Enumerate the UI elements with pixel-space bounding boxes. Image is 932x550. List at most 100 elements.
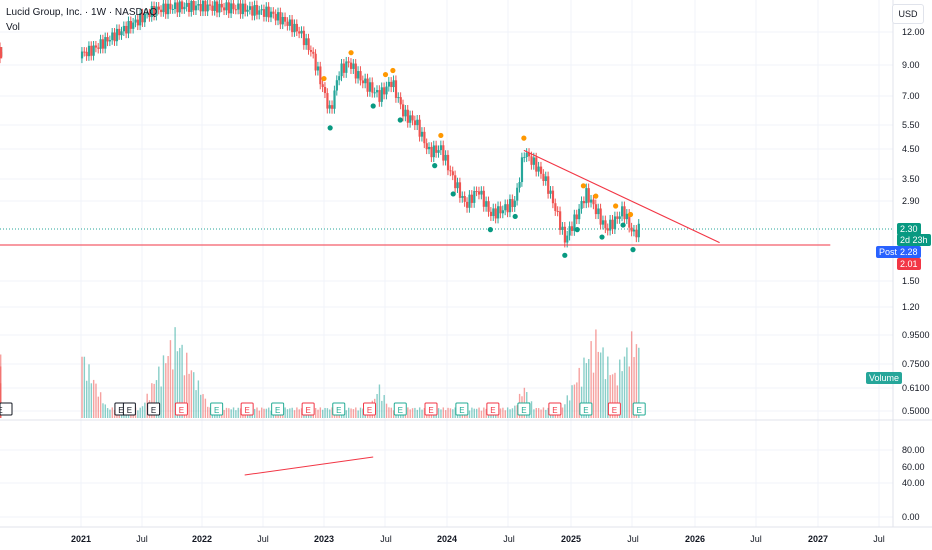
candle-body: [300, 30, 303, 34]
price-axis-tick: 2.90: [902, 196, 920, 206]
signal-dot-orange: [580, 183, 587, 189]
volume-bar: [258, 410, 261, 418]
earnings-marker: [548, 402, 562, 416]
candle-body: [316, 66, 320, 71]
signal-dot-green: [397, 117, 403, 123]
volume-bar: [153, 383, 155, 418]
candle-body: [305, 38, 308, 46]
candle-body: [0, 47, 3, 59]
volume-bar: [561, 407, 564, 418]
symbol-title[interactable]: Lucid Group, Inc. · 1W · NASDAQ: [6, 7, 158, 18]
candle-body: [473, 191, 476, 203]
earnings-marker-label: E: [583, 406, 588, 415]
volume-bar: [444, 410, 447, 418]
candle-body: [444, 154, 447, 161]
candle-body: [208, 4, 212, 6]
candle-body: [618, 216, 621, 219]
candle-body: [85, 51, 88, 57]
lower-axis-tick: 40.00: [902, 478, 925, 488]
candle-body: [136, 19, 139, 26]
volume-bar: [628, 366, 630, 418]
volume-bar: [597, 351, 599, 418]
candle-body: [418, 119, 421, 137]
candle-body: [566, 235, 569, 243]
candle-body: [239, 3, 242, 15]
signal-dot-green: [327, 125, 333, 131]
candle-body: [90, 45, 93, 56]
volume-legend[interactable]: Vol: [6, 22, 20, 33]
volume-bar: [547, 407, 549, 418]
candle-body: [113, 32, 116, 42]
earnings-marker: [363, 402, 377, 416]
volume-bar: [440, 409, 442, 418]
candle-body: [420, 131, 424, 137]
candle-body: [357, 71, 360, 79]
volume-bar: [611, 374, 614, 418]
volume-bar: [471, 407, 473, 418]
volume-bar: [502, 407, 504, 418]
candle-body: [511, 199, 514, 207]
candle-body: [590, 199, 593, 203]
signal-dot-orange: [593, 193, 599, 199]
volume-bar: [614, 372, 616, 418]
candle-body: [461, 196, 464, 198]
volume-bar: [293, 410, 296, 418]
candle-body: [323, 86, 327, 94]
volume-bar: [480, 410, 483, 418]
candle-body: [606, 228, 609, 231]
resistance-trendline: [523, 149, 720, 244]
volume-bar: [85, 380, 88, 418]
volume-bar: [599, 352, 602, 418]
volume-bar: [239, 408, 242, 418]
time-axis-tick: Jul: [503, 534, 515, 544]
signal-dot-orange: [627, 211, 634, 218]
candle-body: [160, 9, 163, 13]
volume-bar: [585, 363, 588, 418]
earnings-marker: [632, 402, 646, 416]
time-axis-tick: 2022: [192, 534, 212, 544]
time-axis-tick: 2025: [561, 534, 581, 544]
earnings-marker: [332, 402, 346, 416]
earnings-marker-label: E: [428, 406, 433, 415]
candle-body: [499, 206, 502, 214]
volume-bar: [595, 329, 597, 418]
volume-bar: [485, 408, 487, 418]
candle-body: [187, 2, 191, 12]
volume-bar: [381, 400, 383, 418]
candle-body: [532, 157, 535, 165]
volume-bar: [162, 355, 165, 418]
volume-bar: [172, 369, 174, 418]
candle-body: [338, 76, 341, 81]
candle-body: [269, 11, 273, 18]
candle-body: [201, 0, 205, 12]
time-axis-tick: 2027: [808, 534, 828, 544]
candle-body: [442, 145, 445, 161]
price-axis-tick: 12.00: [902, 27, 925, 37]
candle-body: [547, 176, 550, 194]
candle-body: [366, 78, 369, 92]
candle-body: [94, 45, 98, 48]
candle-body: [206, 4, 209, 12]
candle-body: [428, 146, 431, 150]
candle-body: [354, 63, 357, 79]
candle-body: [232, 3, 235, 10]
earnings-marker-label: E: [275, 406, 280, 415]
volume-bar: [284, 407, 286, 418]
volume-bar: [535, 408, 537, 418]
volume-bar: [256, 407, 258, 418]
currency-selector[interactable]: USD: [892, 4, 924, 24]
candle-body: [183, 6, 186, 10]
volume-bar: [296, 407, 298, 418]
volume-bar: [355, 407, 357, 418]
candle-body: [397, 97, 400, 99]
candle-body: [599, 208, 602, 225]
candle-body: [223, 7, 226, 11]
candle-body: [127, 20, 130, 34]
candle-body: [167, 3, 170, 15]
volume-bar: [165, 363, 167, 418]
candle-body: [539, 166, 543, 174]
volume-bar: [141, 406, 144, 418]
volume-bar: [571, 385, 573, 418]
